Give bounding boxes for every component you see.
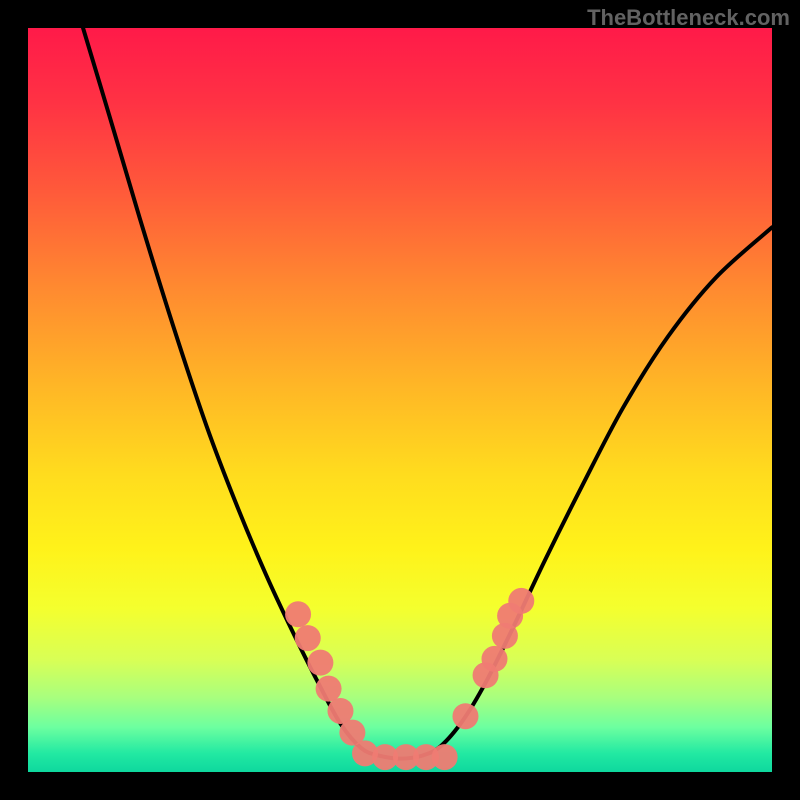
curve-marker <box>316 676 342 702</box>
chart-frame: TheBottleneck.com <box>0 0 800 800</box>
curve-marker <box>508 588 534 614</box>
watermark-text: TheBottleneck.com <box>587 5 790 31</box>
plot-area <box>28 28 772 772</box>
curve-marker <box>307 650 333 676</box>
bottleneck-curve-chart <box>28 28 772 772</box>
curve-marker <box>295 625 321 651</box>
gradient-background <box>28 28 772 772</box>
curve-marker <box>481 646 507 672</box>
curve-marker <box>285 601 311 627</box>
curve-marker <box>452 703 478 729</box>
curve-marker <box>432 744 458 770</box>
